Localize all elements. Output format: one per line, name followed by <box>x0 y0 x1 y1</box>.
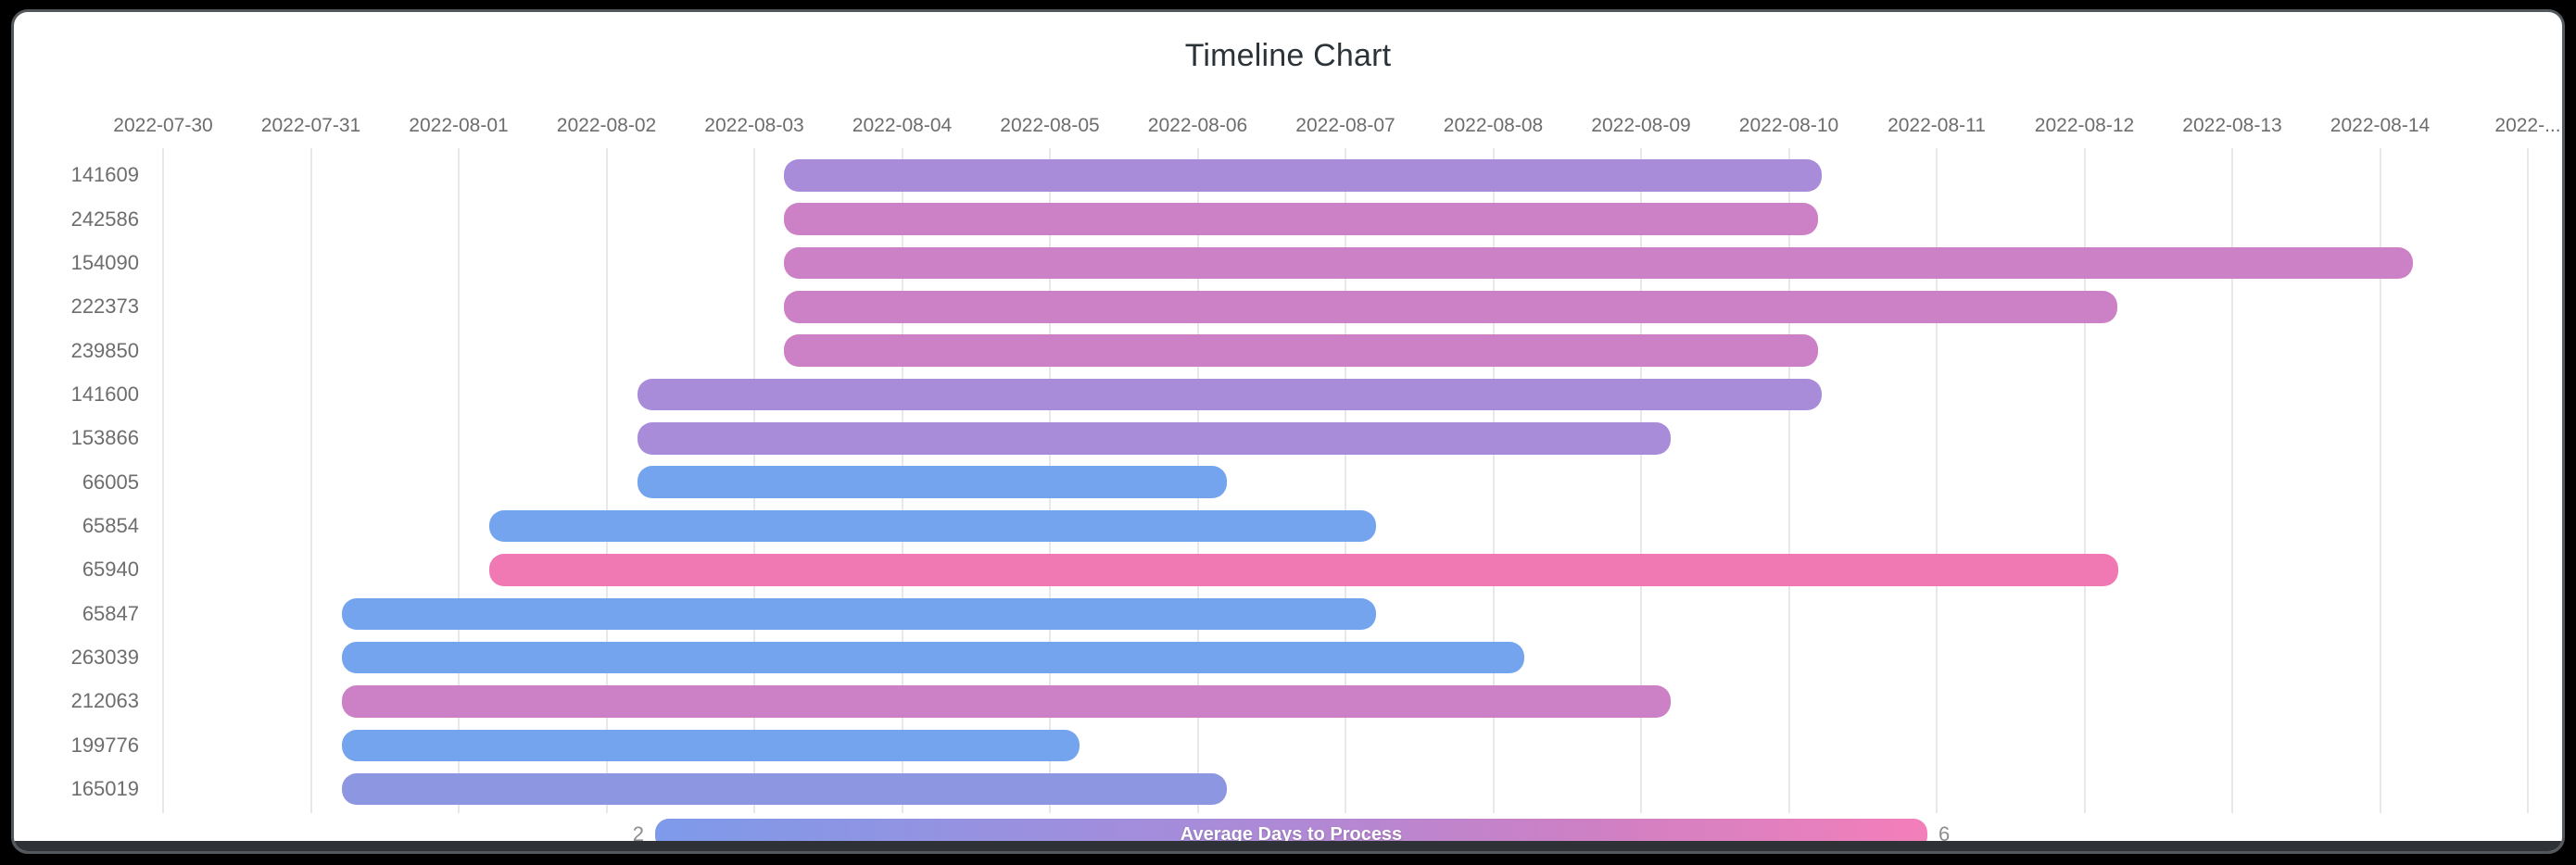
timeline-bar[interactable] <box>783 334 1819 367</box>
x-tick-label: 2022-08-06 <box>1147 116 1248 136</box>
card-bottom-edge <box>14 841 2562 851</box>
x-tick-label: 2022-08-03 <box>704 116 804 136</box>
x-tick-label: 2022-08-01 <box>409 116 509 136</box>
gridline <box>309 148 312 813</box>
x-tick-label: 2022-08-14 <box>2330 116 2431 136</box>
x-tick-label: 2022-07-30 <box>113 116 213 136</box>
row-label: 65847 <box>82 601 139 625</box>
x-tick-label: 2022-08-05 <box>1000 116 1100 136</box>
chart-stage: Timeline Chart 2022-07-30 2022-07-31 2022-… <box>14 12 2562 851</box>
row-label: 141600 <box>70 382 139 406</box>
gridline <box>605 148 608 813</box>
timeline-bar[interactable] <box>341 729 1080 762</box>
gridline <box>162 148 164 813</box>
timeline-bar[interactable] <box>783 291 2117 323</box>
gridline <box>2527 148 2529 813</box>
x-tick-label: 2022-08-07 <box>1295 116 1395 136</box>
gridline <box>2231 148 2233 813</box>
x-tick-label: 2022-07-31 <box>260 116 361 136</box>
x-tick-label: 2022-08-11 <box>1888 116 1986 136</box>
row-label: 212063 <box>70 689 139 713</box>
row-label: 165019 <box>70 777 139 801</box>
timeline-bar[interactable] <box>783 159 1822 192</box>
gridline <box>1640 148 1642 813</box>
row-label: 199776 <box>70 733 139 757</box>
legend-min-label: 2 <box>632 822 644 846</box>
x-tick-label: 2022-08-12 <box>2034 116 2135 136</box>
x-tick-label: 2022-08-04 <box>852 116 953 136</box>
row-label: 65854 <box>82 514 139 538</box>
row-label: 66005 <box>82 470 139 494</box>
gridline <box>2379 148 2381 813</box>
x-tick-label: 2022-08-10 <box>1738 116 1839 136</box>
row-label: 141609 <box>70 163 139 187</box>
timeline-bar[interactable] <box>637 466 1228 498</box>
chart-card: Timeline Chart 2022-07-30 2022-07-31 2022-… <box>11 9 2565 854</box>
row-label: 222373 <box>70 295 139 319</box>
gridline <box>458 148 460 813</box>
timeline-bar[interactable] <box>637 422 1671 455</box>
gridline <box>1936 148 1938 813</box>
timeline-bar[interactable] <box>489 554 2119 586</box>
x-tick-label: 2022-08-08 <box>1443 116 1544 136</box>
timeline-bar[interactable] <box>341 772 1228 806</box>
timeline-bar[interactable] <box>341 685 1671 718</box>
row-label: 153866 <box>70 426 139 450</box>
chart-title: Timeline Chart <box>1184 38 1392 73</box>
gridline <box>2083 148 2086 813</box>
row-label: 263039 <box>70 646 139 670</box>
x-tick-label: 2022-08-09 <box>1591 116 1691 136</box>
timeline-bar[interactable] <box>489 509 1377 543</box>
x-tick-label: 2022-08-13 <box>2182 116 2282 136</box>
timeline-bar[interactable] <box>783 246 2413 280</box>
timeline-bar[interactable] <box>637 378 1822 411</box>
gridline <box>1787 148 1790 813</box>
timeline-bar[interactable] <box>783 203 1819 235</box>
legend-title: Average Days to Process <box>1180 823 1403 845</box>
x-tick-label: 2022-08-02 <box>556 116 657 136</box>
timeline-bar[interactable] <box>341 641 1524 674</box>
gridline <box>1492 148 1495 813</box>
row-label: 242586 <box>70 207 139 231</box>
timeline-bar[interactable] <box>341 597 1377 630</box>
row-label: 65940 <box>82 558 139 582</box>
legend-max-label: 6 <box>1938 822 1951 846</box>
row-label: 239850 <box>70 338 139 362</box>
x-tick-label: 2022-... <box>2494 116 2561 136</box>
row-label: 154090 <box>70 250 139 274</box>
gridline <box>1345 148 1346 813</box>
